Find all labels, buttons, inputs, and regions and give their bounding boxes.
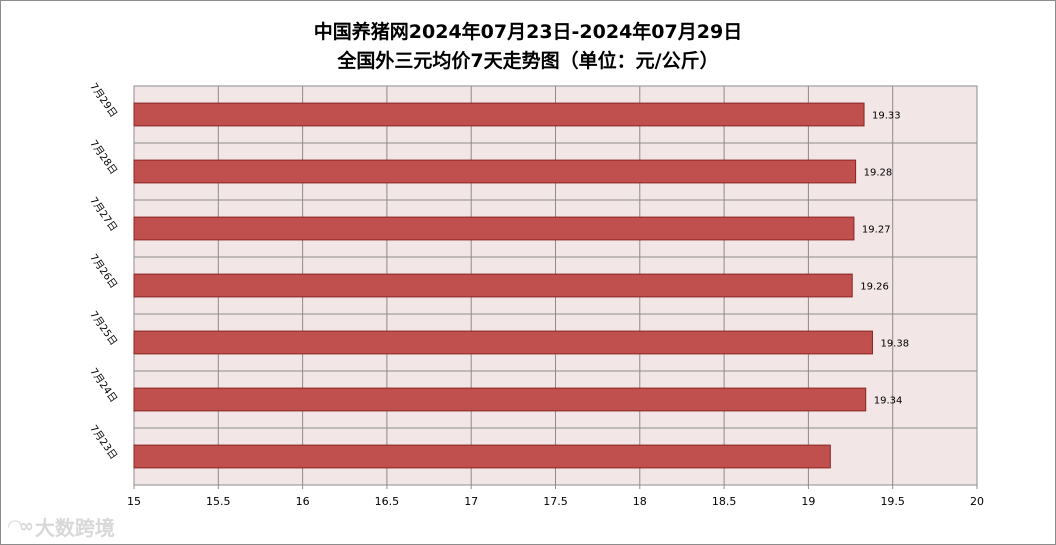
chart-title-line1: 中国养猪网2024年07月23日-2024年07月29日: [313, 21, 743, 43]
data-label: 19.38: [880, 339, 909, 350]
bar: [133, 159, 857, 184]
bar: [133, 273, 853, 298]
data-label: 19.33: [872, 111, 901, 122]
x-tick-label: 16.5: [375, 495, 400, 508]
watermark-text: 大数跨境: [34, 516, 115, 540]
y-category-label: 7月26日: [87, 252, 119, 291]
x-tick-label: 18: [633, 495, 647, 508]
data-label: 19.26: [860, 282, 889, 293]
data-label: 19.28: [864, 168, 893, 179]
data-label: 19.34: [874, 396, 903, 407]
watermark: ◠∞ 大数跨境: [8, 512, 115, 541]
y-category-label: 7月27日: [87, 195, 119, 234]
y-category-label: 7月29日: [87, 81, 119, 120]
y-category-label: 7月24日: [87, 366, 119, 405]
bar: [133, 102, 865, 127]
y-category-label: 7月23日: [87, 423, 119, 462]
y-category-label: 7月25日: [87, 309, 119, 348]
x-tick-label: 16: [296, 495, 310, 508]
bar: [133, 444, 831, 469]
watermark-logo-icon: ◠∞: [8, 516, 34, 537]
data-label: 19.27: [862, 225, 891, 236]
x-tick-label: 20: [970, 495, 984, 508]
x-tick-label: 19.5: [880, 495, 905, 508]
y-category-label: 7月28日: [87, 138, 119, 177]
x-tick-label: 19: [801, 495, 815, 508]
chart-title-line2: 全国外三元均价7天走势图（单位：元/公斤）: [337, 50, 719, 72]
x-tick-label: 15: [127, 495, 141, 508]
bar: [133, 216, 855, 241]
bar: [133, 387, 867, 412]
x-tick-label: 17: [464, 495, 478, 508]
bar: [133, 330, 873, 355]
x-tick-label: 18.5: [712, 495, 737, 508]
x-tick-label: 15.5: [206, 495, 231, 508]
x-tick-label: 17.5: [543, 495, 568, 508]
